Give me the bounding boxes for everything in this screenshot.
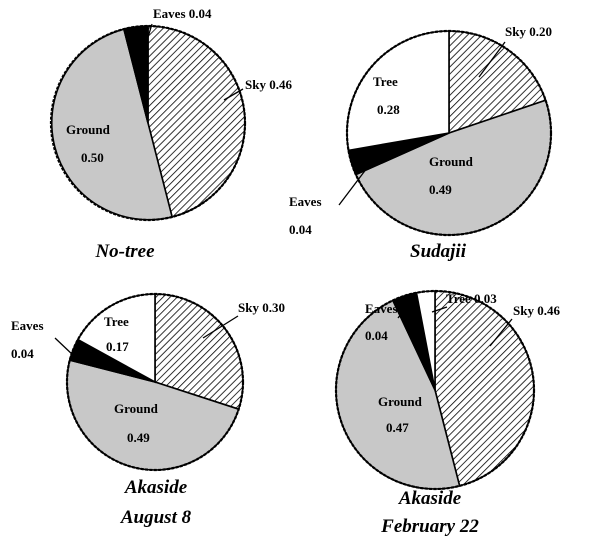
slice-label: Eaves [11, 318, 44, 333]
leader-line [397, 301, 411, 319]
pie-rim [65, 292, 245, 472]
leader-line [202, 315, 239, 339]
slice-label: Eaves [289, 194, 322, 209]
slice-label: 0.49 [127, 430, 150, 445]
slice-label: 0.49 [429, 182, 452, 197]
slice-label: Eaves 0.04 [153, 6, 212, 21]
slice-label: Sky 0.20 [505, 24, 552, 39]
chart-title: Akaside [124, 477, 188, 498]
slice-tree [346, 30, 450, 152]
slice-label: 0.17 [106, 339, 129, 354]
leader-line [478, 41, 506, 78]
pie-rim [49, 24, 247, 222]
slice-label: Eaves [365, 301, 398, 316]
slice-label: Sky 0.30 [238, 300, 285, 315]
slice-ground [354, 99, 552, 236]
pie-chart-sudajii: Sky 0.20 Tree 0.28 Ground 0.49 Eaves 0.04 Sudaj… [289, 24, 553, 262]
chart-title: Sudajii [410, 241, 467, 262]
slice-label: 0.04 [289, 222, 312, 237]
slice-label: Tree [373, 74, 398, 89]
slice-label: Ground [66, 122, 111, 137]
slice-label: Tree [104, 314, 129, 329]
slice-label: 0.04 [365, 328, 388, 343]
leader-line [431, 306, 448, 313]
slice-label: 0.50 [81, 150, 104, 165]
slice-label: 0.47 [386, 420, 409, 435]
slice-label: Ground [429, 154, 474, 169]
pie-chart-akaside-august-8: Sky 0.30 Eaves 0.04 Tree 0.17 Ground 0.49 Akasi… [11, 292, 285, 528]
leader-line [223, 88, 244, 101]
chart-title: February 22 [380, 516, 479, 537]
slice-label: 0.04 [11, 346, 34, 361]
pie-rim [345, 29, 553, 237]
leader-line [489, 318, 513, 347]
pie-chart-akaside-february-22: Eaves 0.04 Tree 0.03 Sky 0.46 Ground 0.47 Akas… [334, 289, 560, 537]
leader-line [145, 23, 153, 45]
pie-chart-no-tree: Eaves 0.04 Sky 0.46 Ground 0.50 No-tree [49, 6, 292, 262]
slice-label: Ground [378, 394, 423, 409]
slice-label: 0.28 [377, 102, 400, 117]
chart-title: Akaside [398, 488, 462, 509]
leader-line [54, 337, 75, 357]
chart-title: August 8 [120, 507, 192, 528]
slice-label: Sky 0.46 [513, 303, 560, 318]
leader-line [338, 167, 368, 206]
slice-label: Tree 0.03 [446, 291, 497, 306]
slice-label: Ground [114, 401, 159, 416]
pie-rim [334, 289, 536, 491]
slice-label: Sky 0.46 [245, 77, 292, 92]
chart-title: No-tree [94, 241, 155, 262]
